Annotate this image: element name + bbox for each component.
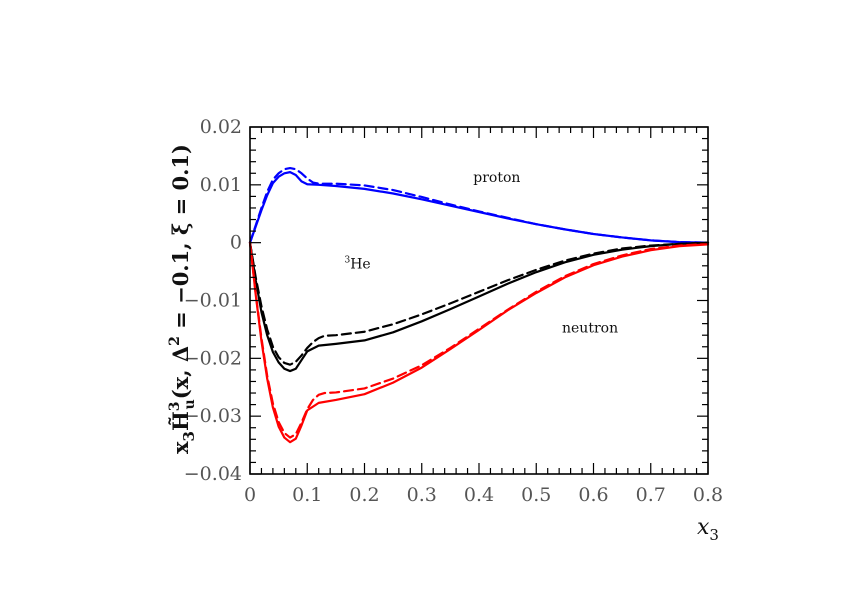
y-tick-label: −0.03	[184, 405, 242, 427]
x-tick-label: 0.3	[407, 484, 437, 506]
tick-marks	[249, 126, 709, 475]
x-tick-labels: 0 0.1 0.2 0.3 0.4 0.5 0.6 0.7 0.8	[244, 484, 723, 506]
series-line-neutron-dashed	[248, 241, 710, 439]
x-tick-label: 0.7	[636, 484, 666, 506]
x-tick-label: 0.1	[292, 484, 322, 506]
y-tick-label: 0.01	[200, 174, 242, 196]
series-line-he3-dashed	[248, 241, 710, 366]
series-group	[248, 166, 710, 444]
y-tick-label: −0.01	[184, 290, 242, 312]
annotation-neutron: neutron	[562, 320, 618, 336]
x-tick-label: 0.5	[521, 484, 551, 506]
y-tick-label: −0.02	[184, 347, 242, 369]
y-tick-labels: 0.02 0.01 0 −0.01 −0.02 −0.03 −0.04	[184, 116, 242, 485]
x-axis-title: x3	[697, 515, 719, 544]
y-tick-label: 0	[230, 232, 242, 254]
x-tick-label: 0.8	[693, 484, 723, 506]
y-axis-title: x3H̃3u(x, Δ2 = −0.1, ξ = 0.1)	[167, 144, 198, 454]
series-line-proton-dashed	[248, 166, 710, 244]
annotation-proton: proton	[473, 170, 520, 186]
x-tick-label: 0	[244, 484, 256, 506]
annotation-he3: 3He	[344, 256, 370, 273]
x-tick-label: 0.4	[464, 484, 494, 506]
annotations: proton 3He neutron	[344, 170, 618, 336]
y-tick-label: −0.04	[184, 463, 242, 485]
series-line-he3-solid	[248, 241, 710, 373]
x-tick-label: 0.2	[349, 484, 379, 506]
series-line-neutron-solid	[248, 241, 710, 444]
x-tick-label: 0.6	[578, 484, 608, 506]
y-tick-label: 0.02	[200, 116, 242, 138]
